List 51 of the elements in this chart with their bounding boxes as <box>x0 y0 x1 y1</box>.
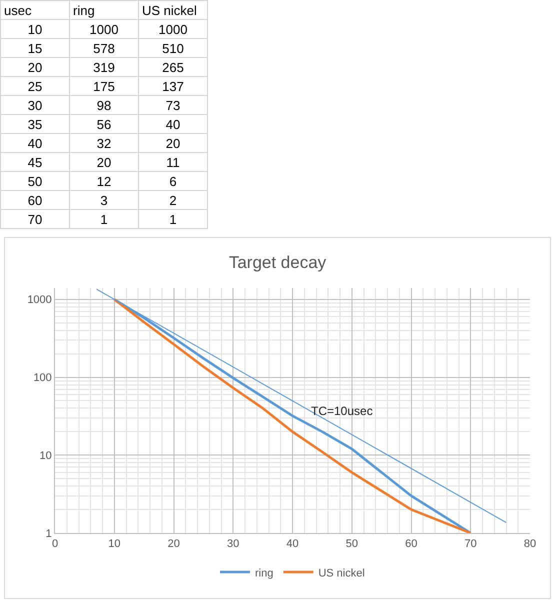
y-tick-label: 25 <box>0 76 70 96</box>
x-tick-label: 10 <box>108 538 121 550</box>
data-label: 20 <box>138 134 208 152</box>
data-label: 6 <box>138 172 208 190</box>
data-label: 98 <box>70 96 138 114</box>
series-label: TC=10usec <box>311 404 373 418</box>
y-tick-label: 10 <box>0 20 70 38</box>
x-tick-label: 30 <box>227 538 240 550</box>
x-tick-label: 20 <box>168 538 180 550</box>
data-label: 2 <box>138 190 208 210</box>
y-tick-label: 35 <box>0 114 70 134</box>
data-label: 175 <box>70 76 138 96</box>
y-tick-label: 1 <box>46 528 52 540</box>
x-tick-label: 50 <box>346 538 358 550</box>
data-label: 510 <box>138 38 208 58</box>
y-tick-label: 100 <box>33 372 52 384</box>
data-label: 137 <box>138 76 208 96</box>
data-label: 56 <box>70 114 138 134</box>
legend-label: US nickel <box>318 567 365 580</box>
y-tick-label: 70 <box>0 210 70 228</box>
x-tick-label: 60 <box>405 538 418 550</box>
data-label: 73 <box>138 96 208 114</box>
chart-title: Target decay <box>228 252 327 272</box>
y-tick-label: 45 <box>0 152 70 172</box>
data-label: 319 <box>70 58 138 76</box>
data-label: 1000 <box>70 20 138 38</box>
legend-label: ring <box>255 567 274 580</box>
data-label: 11 <box>138 152 208 172</box>
y-tick-label: 40 <box>0 134 70 152</box>
data-label: 1 <box>70 210 138 228</box>
data-label: 265 <box>138 58 208 76</box>
y-tick-label: 30 <box>0 96 70 114</box>
data-label: 20 <box>70 152 138 172</box>
data-label: 3 <box>70 190 138 210</box>
y-tick-label: 1000 <box>27 294 52 306</box>
x-tick-label: 40 <box>286 538 299 550</box>
data-label: 32 <box>70 134 138 152</box>
y-tick-label: 15 <box>0 38 70 58</box>
y-tick-label: 50 <box>0 172 70 190</box>
y-tick-label: 10 <box>40 450 52 462</box>
y-tick-label: 60 <box>0 190 70 210</box>
x-tick-label: 70 <box>464 538 477 550</box>
y-tick-label: 20 <box>0 58 70 76</box>
data-label: 12 <box>70 172 138 190</box>
y-axis-title: usec <box>0 0 70 20</box>
data-label: 1000 <box>138 20 208 38</box>
x-tick-label: 80 <box>524 538 536 550</box>
data-label: 1 <box>138 210 208 228</box>
data-label: 40 <box>138 114 208 134</box>
x-tick-label: 0 <box>52 538 58 550</box>
data-label: 578 <box>70 38 138 58</box>
